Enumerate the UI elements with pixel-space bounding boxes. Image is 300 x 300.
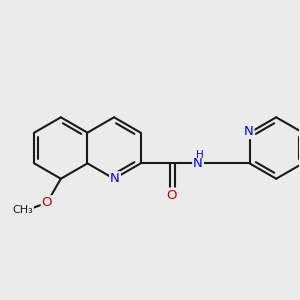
Text: O: O: [42, 196, 52, 209]
Text: O: O: [166, 189, 177, 202]
Text: N: N: [110, 172, 120, 185]
Text: CH₃: CH₃: [12, 205, 33, 215]
Text: H: H: [196, 150, 204, 160]
Text: N: N: [193, 157, 203, 170]
Text: N: N: [244, 125, 254, 138]
